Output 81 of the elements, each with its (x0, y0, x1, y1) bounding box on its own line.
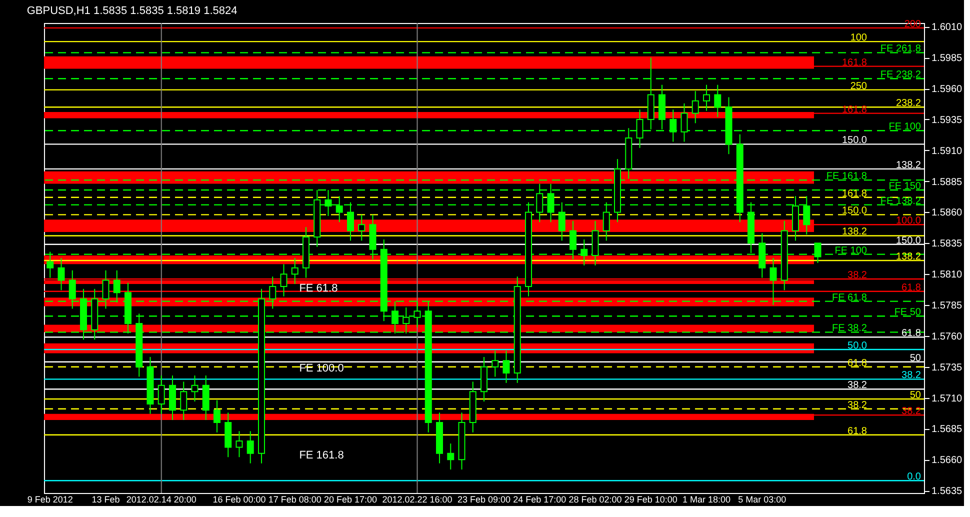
annotation: 50 (910, 352, 922, 364)
annotation: FE 100 (888, 122, 922, 133)
candlestick (158, 375, 165, 414)
annotation: FE 50 (894, 307, 922, 318)
annotation: 38.2 (848, 400, 868, 411)
y-tick-label: 1.5685 (932, 424, 963, 436)
annotation: 38.2 (902, 406, 922, 418)
candlestick (191, 375, 198, 402)
annotation: 100.0 (896, 216, 922, 227)
x-tick-label: 9 Feb 2012 (27, 494, 73, 504)
y-tick-label: 1.5660 (932, 455, 963, 466)
y-tick-label: 1.6010 (932, 22, 963, 34)
candlestick (236, 430, 243, 458)
annotation: FE 238.2 (880, 70, 922, 81)
annotation: FE 138.2 (880, 196, 922, 207)
annotation: 161.8 (842, 57, 868, 68)
y-tick-label: 1.5860 (932, 208, 963, 219)
annotation: 238.2 (896, 98, 922, 110)
candlestick (502, 350, 510, 384)
annotation: 161.8 (842, 104, 868, 116)
y-tick-label: 1.5935 (932, 114, 963, 126)
annotation: 138.2 (896, 251, 922, 262)
annotation: 38.2 (848, 380, 868, 392)
candlestick (280, 264, 288, 297)
candlestick (180, 381, 188, 421)
annotation: FE 161.8 (826, 171, 868, 182)
annotation: 150.0 (896, 235, 922, 246)
y-tick-label: 1.5810 (932, 270, 963, 281)
candlestick (492, 350, 499, 378)
x-tick-label: 29 Feb 10:00 (624, 494, 678, 504)
x-tick-label: 5 Mar 03:00 (738, 494, 786, 504)
y-tick-label: 1.5910 (932, 146, 963, 157)
chart-title: GBPUSD,H1 1.5835 1.5835 1.5819 1.5824 (26, 4, 238, 17)
x-tick-label: 1 Mar 18:00 (682, 494, 731, 504)
candlestick (58, 258, 65, 291)
x-tick-label: 16 Feb 00:00 (212, 494, 266, 504)
candlestick (447, 443, 454, 470)
x-tick-label: 2012.02.22 16:00 (382, 494, 452, 504)
x-tick-label: 28 Feb 02:00 (568, 494, 622, 504)
candlestick (246, 430, 254, 464)
annotation: FE 261.8 (880, 44, 922, 55)
annotation: 61.8 (848, 426, 868, 437)
x-tick-label: 2012.02.14 20:00 (126, 494, 196, 504)
y-tick-label: 1.5735 (932, 362, 963, 374)
candlestick (291, 258, 298, 284)
annotation: 138.2 (842, 226, 868, 238)
y-tick-label: 1.5785 (932, 300, 963, 312)
annotation: FE 61.8 (832, 292, 868, 304)
y-tick-label: 1.5885 (932, 176, 963, 188)
x-tick-label: 24 Feb 17:00 (513, 494, 566, 504)
x-tick-label: 13 Feb (92, 494, 120, 504)
annotation: 150.0 (842, 135, 868, 146)
annotation: 161.8 (842, 188, 868, 200)
annotation: 61.8 (902, 282, 922, 294)
annotation: 150.0 (842, 206, 868, 217)
x-tick-label: 17 Feb 08:00 (268, 494, 322, 504)
annotation: FE 161.8 (299, 449, 344, 462)
annotation: 50 (910, 390, 922, 401)
annotation: 0.0 (907, 472, 922, 483)
annotation: 38.2 (848, 270, 868, 282)
y-tick-label: 1.5835 (932, 238, 963, 250)
annotation: 38.2 (902, 370, 922, 382)
annotation: 250 (850, 80, 868, 92)
annotation: 50.0 (848, 340, 868, 352)
candlestick (703, 84, 710, 112)
annotation: FE 38.2 (832, 323, 868, 334)
candlestick (358, 214, 366, 242)
annotation: FE 150 (888, 180, 922, 192)
y-tick-label: 1.5710 (932, 393, 963, 404)
x-tick-label: 20 Feb 17:00 (324, 494, 378, 504)
annotation: FE 100 (834, 245, 868, 256)
candlestick (213, 400, 220, 433)
y-tick-label: 1.5635 (932, 486, 963, 498)
y-tick-label: 1.5985 (932, 53, 963, 64)
x-tick-label: 23 Feb 09:00 (457, 494, 511, 504)
annotation: 138.2 (896, 160, 922, 171)
y-tick-label: 1.5760 (932, 331, 963, 342)
y-tick-label: 1.5960 (932, 84, 963, 96)
annotation: 100 (850, 32, 868, 44)
candlestick (692, 90, 699, 124)
candlestick (714, 84, 722, 118)
